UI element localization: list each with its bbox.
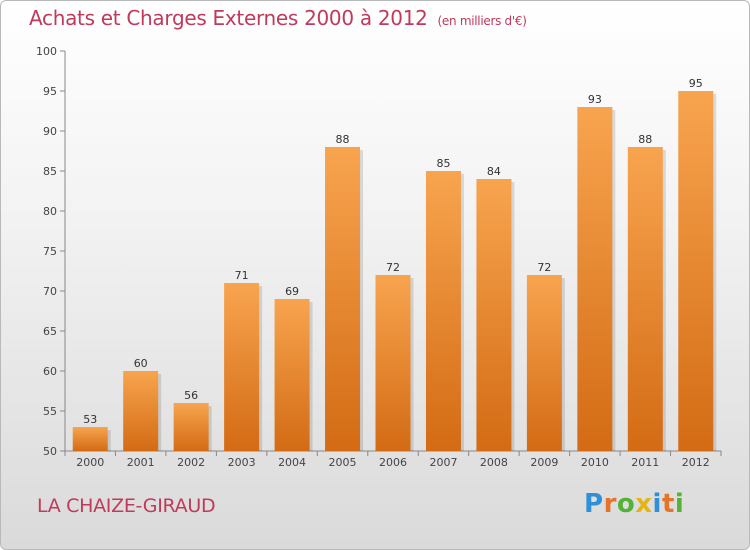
proxiti-logo: Proxiti bbox=[584, 489, 684, 519]
data-label: 53 bbox=[83, 413, 97, 426]
bar bbox=[678, 91, 714, 451]
labels-group: 2000 53 2001 60 2002 56 2003 71 2004 69 2005 88 2006… bbox=[76, 77, 710, 469]
y-tick-label: 60 bbox=[43, 365, 57, 378]
bar bbox=[375, 275, 411, 451]
title-text: Achats et Charges Externes 2000 à 2012 bbox=[29, 6, 428, 30]
y-tick-label: 50 bbox=[43, 445, 57, 458]
bar bbox=[476, 179, 512, 451]
y-tick-label: 80 bbox=[43, 205, 57, 218]
x-tick-label: 2001 bbox=[127, 456, 155, 469]
x-tick-label: 2003 bbox=[228, 456, 256, 469]
chart-subtitle: (en milliers d'€) bbox=[437, 14, 527, 28]
x-tick-label: 2005 bbox=[329, 456, 357, 469]
data-label: 72 bbox=[386, 261, 400, 274]
bars-group bbox=[72, 91, 717, 451]
x-tick-label: 2002 bbox=[177, 456, 205, 469]
x-tick-label: 2011 bbox=[631, 456, 659, 469]
data-label: 88 bbox=[638, 133, 652, 146]
data-label: 56 bbox=[184, 389, 198, 402]
bar bbox=[526, 275, 562, 451]
data-label: 84 bbox=[487, 165, 501, 178]
y-tick-label: 75 bbox=[43, 245, 57, 258]
logo-letter: P bbox=[584, 489, 604, 519]
y-tick-label: 70 bbox=[43, 285, 57, 298]
logo-letter: i bbox=[652, 489, 662, 519]
data-label: 71 bbox=[235, 269, 249, 282]
bar bbox=[325, 147, 361, 451]
bar bbox=[627, 147, 663, 451]
logo-letter: x bbox=[635, 489, 653, 519]
x-tick-label: 2007 bbox=[429, 456, 457, 469]
x-tick-label: 2009 bbox=[530, 456, 558, 469]
x-tick-label: 2008 bbox=[480, 456, 508, 469]
logo-letter: o bbox=[616, 489, 636, 519]
y-tick-label: 90 bbox=[43, 125, 57, 138]
x-tick-label: 2004 bbox=[278, 456, 306, 469]
bar bbox=[173, 403, 209, 451]
chart-title: Achats et Charges Externes 2000 à 2012 (e… bbox=[29, 6, 527, 30]
y-tick-label: 85 bbox=[43, 165, 57, 178]
data-label: 88 bbox=[336, 133, 350, 146]
x-tick-label: 2000 bbox=[76, 456, 104, 469]
bar bbox=[577, 107, 613, 451]
x-tick-label: 2006 bbox=[379, 456, 407, 469]
y-tick-label: 100 bbox=[36, 45, 57, 58]
data-label: 85 bbox=[436, 157, 450, 170]
bar bbox=[224, 283, 260, 451]
bar bbox=[425, 171, 461, 451]
x-tick-label: 2012 bbox=[682, 456, 710, 469]
bar bbox=[123, 371, 159, 451]
place-name: LA CHAIZE-GIRAUD bbox=[37, 495, 216, 517]
data-label: 72 bbox=[537, 261, 551, 274]
logo-letter: t bbox=[661, 489, 675, 519]
y-tick-label: 55 bbox=[43, 405, 57, 418]
logo-letter: i bbox=[674, 489, 685, 519]
y-tick-label: 95 bbox=[43, 85, 57, 98]
logo-letter: r bbox=[603, 489, 617, 519]
data-label: 93 bbox=[588, 93, 602, 106]
data-label: 60 bbox=[134, 357, 148, 370]
bar bbox=[72, 427, 108, 451]
x-tick-label: 2010 bbox=[581, 456, 609, 469]
data-label: 69 bbox=[285, 285, 299, 298]
data-label: 95 bbox=[689, 77, 703, 90]
bar bbox=[274, 299, 310, 451]
y-tick-label: 65 bbox=[43, 325, 57, 338]
